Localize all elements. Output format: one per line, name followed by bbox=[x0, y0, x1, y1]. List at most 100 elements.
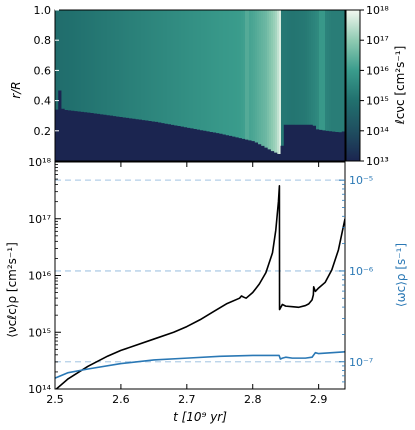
colorbar-tick-label: 10¹⁴ bbox=[366, 125, 389, 138]
heatmap-cell bbox=[179, 10, 182, 161]
heatmap-cell bbox=[125, 10, 128, 161]
heatmap-cell bbox=[241, 10, 244, 161]
right-y-tick-label: 10⁻⁷ bbox=[349, 356, 373, 369]
heatmap-cell bbox=[105, 10, 108, 161]
heatmap-cell bbox=[259, 10, 262, 161]
heatmap-cell bbox=[83, 10, 86, 161]
right-y-tick-label: 10⁻⁵ bbox=[349, 174, 373, 187]
line-panel: 2.5 2.6 2.7 2.8 2.9 10¹⁴ 10¹⁵ 10¹⁶ 10¹⁷ 10¹⁸ 10⁻… bbox=[5, 156, 408, 424]
heatmap-cell bbox=[281, 10, 284, 161]
heatmap-cell bbox=[237, 10, 240, 161]
heatmap-cell bbox=[111, 10, 114, 161]
heatmap-cell bbox=[269, 10, 272, 161]
colorbar: 10¹³ 10¹⁴ 10¹⁵ 10¹⁶ 10¹⁷ 10¹⁸ ℓcνc [cm²s⁻¹] bbox=[345, 4, 407, 168]
heatmap-cell bbox=[209, 10, 212, 161]
heatmap-cell bbox=[271, 10, 274, 161]
heatmap-cell bbox=[189, 10, 192, 161]
heatmap-cell bbox=[159, 10, 162, 161]
heatmap-cell bbox=[263, 10, 266, 161]
right-y-axis-ticks: 10⁻⁷ 10⁻⁶ 10⁻⁵ bbox=[339, 174, 374, 383]
colorbar-label: ℓcνc [cm²s⁻¹] bbox=[393, 46, 407, 126]
heatmap-cell bbox=[161, 10, 164, 161]
heatmap-cell bbox=[245, 10, 248, 161]
heatmap-cell bbox=[103, 10, 106, 161]
heatmap-cell bbox=[171, 10, 174, 161]
heatmap-cell bbox=[139, 10, 142, 161]
heatmap-cell bbox=[133, 10, 136, 161]
heatmap-cell bbox=[87, 10, 90, 161]
right-y-axis-label: ⟨ωc⟩ρ [s⁻¹] bbox=[394, 243, 408, 307]
x-tick-label: 2.9 bbox=[310, 393, 328, 406]
heatmap-cell bbox=[175, 10, 178, 161]
heatmap-cell bbox=[201, 10, 204, 161]
heatmap-cell bbox=[283, 10, 286, 161]
heatmap-cell bbox=[101, 10, 104, 161]
heatmap-cell bbox=[291, 10, 294, 161]
left-y-tick-label: 10¹⁶ bbox=[28, 270, 51, 283]
colorbar-tick-label: 10¹⁵ bbox=[366, 95, 389, 108]
heatmap-cell bbox=[185, 10, 188, 161]
heatmap-panel: 0.2 0.4 0.6 0.8 1.0 r/R bbox=[9, 4, 346, 162]
heatmap-cell bbox=[211, 10, 214, 161]
heatmap-cell bbox=[219, 10, 222, 161]
heatmap-cell bbox=[317, 10, 320, 161]
heatmap-cell bbox=[231, 10, 234, 161]
heatmap-cell bbox=[251, 10, 254, 161]
heatmap-cell bbox=[187, 10, 190, 161]
heatmap-cell bbox=[163, 10, 166, 161]
heatmap-cell bbox=[287, 10, 290, 161]
heatmap-cell bbox=[97, 10, 100, 161]
heatmap-cell bbox=[99, 10, 102, 161]
colorbar-tick-label: 10¹⁶ bbox=[366, 64, 389, 77]
heatmap-cell bbox=[267, 10, 270, 161]
heatmap-cell bbox=[169, 10, 172, 161]
line-panel-frame bbox=[54, 161, 346, 390]
heatmap-y-tick-label: 1.0 bbox=[34, 4, 52, 17]
heatmap-cell bbox=[335, 10, 338, 161]
heatmap-cell bbox=[321, 10, 324, 161]
heatmap-cell bbox=[195, 10, 198, 161]
x-axis-ticks: 2.5 2.6 2.7 2.8 2.9 bbox=[46, 162, 327, 406]
heatmap-cell bbox=[343, 10, 345, 161]
heatmap-cell bbox=[261, 10, 264, 161]
heatmap-cell bbox=[73, 10, 76, 161]
heatmap-cell bbox=[205, 10, 208, 161]
heatmap-cell bbox=[197, 10, 200, 161]
heatmap-cell bbox=[123, 10, 126, 161]
heatmap-cell bbox=[227, 10, 230, 161]
heatmap-cell bbox=[253, 10, 256, 161]
heatmap-cell bbox=[311, 10, 314, 161]
heatmap-cell bbox=[63, 10, 66, 161]
heatmap-cell bbox=[223, 10, 226, 161]
heatmap-cell bbox=[273, 10, 276, 161]
heatmap-cell bbox=[165, 10, 168, 161]
heatmap-cell bbox=[225, 10, 228, 161]
heatmap-cell bbox=[81, 10, 84, 161]
heatmap-cell bbox=[149, 10, 152, 161]
heatmap-cell bbox=[65, 10, 68, 161]
heatmap-cell bbox=[145, 10, 148, 161]
heatmap-cell bbox=[233, 10, 236, 161]
heatmap-cell bbox=[257, 10, 260, 161]
colorbar-tick-label: 10¹⁸ bbox=[366, 4, 389, 17]
heatmap-cell bbox=[277, 10, 280, 161]
heatmap-cell bbox=[77, 10, 80, 161]
heatmap-frame bbox=[54, 9, 346, 162]
heatmap-cell bbox=[79, 10, 82, 161]
heatmap-cell bbox=[319, 10, 322, 161]
heatmap-cell bbox=[297, 10, 300, 161]
heatmap-cell bbox=[339, 10, 342, 161]
heatmap-cell bbox=[307, 10, 310, 161]
heatmap-cell bbox=[107, 10, 110, 161]
heatmap-y-tick-label: 0.4 bbox=[34, 95, 52, 108]
heatmap-cell bbox=[313, 10, 316, 161]
heatmap-cell bbox=[289, 10, 292, 161]
heatmap-cell bbox=[69, 10, 72, 161]
heatmap-cell bbox=[275, 10, 278, 161]
heatmap-cell bbox=[279, 10, 282, 161]
x-tick-label: 2.8 bbox=[244, 393, 262, 406]
heatmap-cell bbox=[235, 10, 238, 161]
heatmap-cell bbox=[331, 10, 334, 161]
heatmap-cell bbox=[117, 10, 120, 161]
left-y-tick-label: 10¹⁷ bbox=[28, 213, 51, 226]
